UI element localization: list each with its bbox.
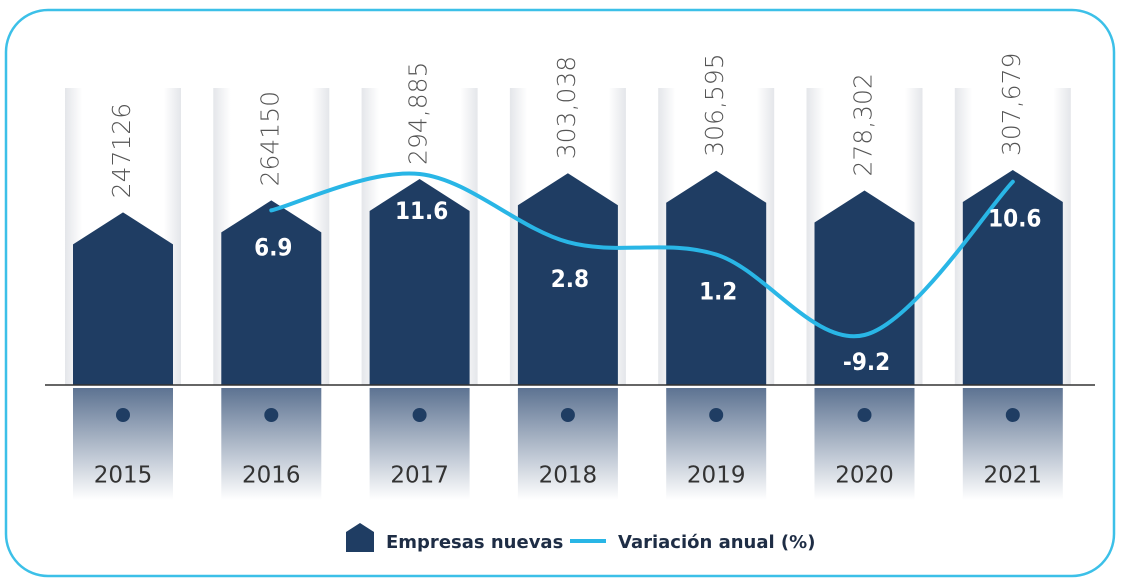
year-dot: [709, 408, 724, 422]
line-value-label: 1.2: [699, 278, 737, 306]
bar: [221, 200, 322, 385]
reflection: [369, 388, 470, 500]
line-value-label: 10.6: [988, 205, 1041, 233]
legend-label: Variación anual (%): [618, 532, 815, 553]
x-tick-label: 2019: [687, 463, 746, 489]
bar-value-label: 264150: [255, 91, 284, 186]
reflection: [666, 388, 767, 500]
reflection: [814, 388, 915, 500]
year-dot: [116, 408, 130, 422]
year-dot: [264, 408, 279, 422]
year-dot: [412, 408, 427, 422]
x-tick-label: 2015: [94, 463, 153, 489]
year-dot: [857, 408, 872, 422]
line-value-label: 6.9: [254, 233, 292, 261]
bar: [962, 170, 1063, 385]
bar-value-label: 307,679: [997, 53, 1026, 156]
bar: [666, 170, 767, 385]
x-tick-label: 2017: [390, 463, 449, 489]
line: [269, 171, 1015, 339]
reflection: [517, 388, 618, 500]
bar: [517, 173, 618, 385]
bar: [814, 190, 915, 385]
reflection: [221, 388, 322, 500]
line-value-label: 2.8: [551, 265, 589, 293]
bar-value-label: 278,302: [849, 73, 878, 176]
bar: [73, 212, 173, 385]
legend-bar-icon: [346, 523, 374, 552]
x-tick-label: 2020: [835, 463, 894, 489]
frame: [4, 8, 1116, 578]
x-tick-label: 2016: [242, 463, 301, 489]
bar-value-label: 306,595: [700, 53, 729, 156]
bar: [369, 178, 470, 385]
legend-label: Empresas nuevas: [386, 532, 563, 553]
line-value-label: -9.2: [843, 348, 890, 376]
year-dot: [560, 408, 575, 422]
line-value-label: 11.6: [395, 197, 448, 225]
x-tick-label: 2021: [984, 463, 1043, 489]
reflection: [73, 388, 173, 500]
x-tick-label: 2018: [539, 463, 598, 489]
reflection: [962, 388, 1063, 500]
bar-value-label: 247126: [107, 103, 136, 198]
bar-value-label: 303,038: [552, 56, 581, 159]
bar-value-label: 294,885: [404, 62, 433, 165]
year-dot: [1005, 408, 1020, 422]
